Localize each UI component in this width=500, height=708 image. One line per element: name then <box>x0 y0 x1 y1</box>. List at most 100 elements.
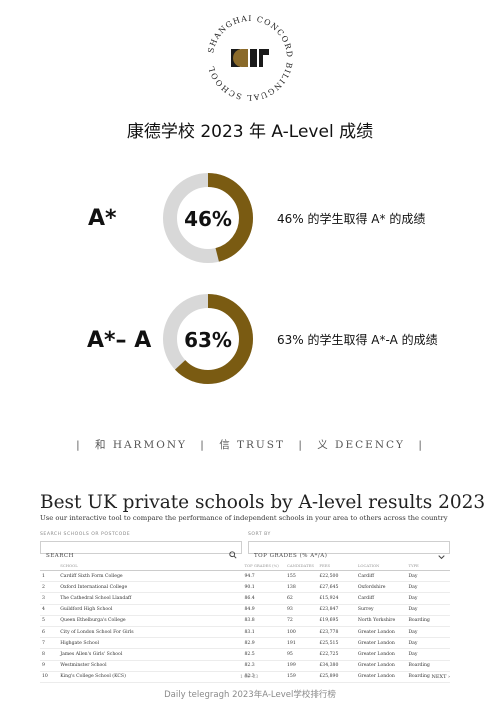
table-cell: 4 <box>40 604 60 616</box>
table-cell: £22,500 <box>318 570 357 583</box>
table-row[interactable]: 7 Highgate School 82.9 191 £25,515 Greater Lo… <box>40 637 450 650</box>
column-header[interactable]: TYPE <box>407 561 450 571</box>
column-header <box>40 561 60 571</box>
chevron-down-icon[interactable] <box>438 545 445 564</box>
stat-description-a-star-a: 63% 的学生取得 A*-A 的成绩 <box>277 333 438 347</box>
table-cell: 138 <box>285 581 319 594</box>
table-row[interactable]: 10 King's College School (KCS) 82.3 159 £25,… <box>40 671 450 683</box>
table-cell: Surrey <box>356 604 408 616</box>
sort-caption: SORT BY <box>248 532 271 537</box>
table-row[interactable]: 4 Guildford High School 84.9 93 £23,847 Surre… <box>40 604 450 616</box>
search-icon[interactable] <box>229 544 237 563</box>
column-header[interactable]: SCHOOL <box>59 561 244 571</box>
table-cell: £19,695 <box>318 615 357 627</box>
divider: | <box>76 439 82 451</box>
value-harmony: 和 HARMONY <box>94 439 187 451</box>
table-cell: 83.8 <box>243 615 286 627</box>
table-cell: 159 <box>285 671 319 683</box>
search-placeholder: SEARCH <box>46 553 74 559</box>
page-indicator: 1 OF 23 <box>240 675 259 680</box>
table-cell: 10 <box>40 671 60 683</box>
table-cell: 2 <box>40 581 60 594</box>
table-cell: £25,890 <box>318 671 357 683</box>
table-row[interactable]: 9 Westminster School 82.3 199 £34,380 Greater… <box>40 660 450 672</box>
next-page-button[interactable]: NEXT › <box>431 674 450 680</box>
table-cell: 9 <box>40 660 60 672</box>
table-cell: James Allen's Girls' School <box>59 648 244 661</box>
table-cell: 8 <box>40 648 60 661</box>
table-cell: 100 <box>285 626 319 639</box>
divider: | <box>200 439 206 451</box>
table-cell: The Cathedral School Llandaff <box>59 592 244 605</box>
table-cell: 95 <box>285 648 319 661</box>
table-cell: Boarding <box>407 615 450 627</box>
sort-value: TOP GRADES (% A*/A) <box>254 553 328 559</box>
table-cell: 83.1 <box>243 626 286 639</box>
table-cell: £27,645 <box>318 581 357 594</box>
sort-select[interactable]: TOP GRADES (% A*/A) <box>248 541 450 560</box>
column-header[interactable]: CANDIDATES <box>285 561 319 571</box>
value-trust: 信 TRUST <box>219 439 285 451</box>
search-caption: SEARCH SCHOOLS OR POSTCODE <box>40 532 131 537</box>
table-cell: 93 <box>285 604 319 616</box>
table-cell: Day <box>407 648 450 661</box>
table-cell: £15,924 <box>318 592 357 605</box>
table-cell: 94.7 <box>243 570 286 583</box>
image-caption: Daily telegragh 2023年A-Level学校排行榜 <box>164 690 336 700</box>
table-cell: 1 <box>40 570 60 583</box>
school-logo: SHANGHAI CONCORD BILINGUAL SCHOOL <box>190 8 310 108</box>
pagination: 1 OF 23 NEXT › <box>40 673 450 683</box>
table-cell: 86.4 <box>243 592 286 605</box>
table-row[interactable]: 5 Queen Ethelburga's College 83.8 72 £19,695… <box>40 615 450 627</box>
school-values-strip: | 和 HARMONY | 信 TRUST | 义 DECENCY | <box>0 437 500 452</box>
table-cell: City of London School For Girls <box>59 626 244 639</box>
table-row[interactable]: 1 Cardiff Sixth Form College 94.7 155 £22,50… <box>40 570 450 583</box>
column-header[interactable]: LOCATION <box>356 561 408 571</box>
table-cell: Highgate School <box>59 637 244 650</box>
table-cell: Oxfordshire <box>356 581 408 594</box>
donut-value: 46% <box>184 207 232 231</box>
table-row[interactable]: 6 City of London School For Girls 83.1 100 £… <box>40 626 450 639</box>
table-cell: 82.9 <box>243 637 286 650</box>
table-cell: Queen Ethelburga's College <box>59 615 244 627</box>
stat-description-a-star: 46% 的学生取得 A* 的成绩 <box>277 212 426 226</box>
table-cell: 3 <box>40 592 60 605</box>
ranking-title: Best UK private schools by A-level resul… <box>40 492 486 513</box>
table-cell: Cardiff Sixth Form College <box>59 570 244 583</box>
table-cell: £34,380 <box>318 660 357 672</box>
column-header[interactable]: TOP GRADES (%) <box>243 561 286 571</box>
table-row[interactable]: 8 James Allen's Girls' School 82.5 95 £22,72… <box>40 648 450 661</box>
table-cell: 155 <box>285 570 319 583</box>
page-title: 康德学校 2023 年 A-Level 成绩 <box>126 122 374 142</box>
stat-label-a-star: A* <box>88 206 117 231</box>
table-cell: 62 <box>285 592 319 605</box>
table-row[interactable]: 3 The Cathedral School Llandaff 86.4 62 £15,… <box>40 592 450 605</box>
divider: | <box>418 439 424 451</box>
table-cell: 82.3 <box>243 660 286 672</box>
ranking-table: SCHOOL TOP GRADES (%) CANDIDATES FEES LOCATI… <box>40 561 450 683</box>
search-input[interactable]: SEARCH <box>40 541 242 559</box>
table-cell: North Yorkshire <box>356 615 408 627</box>
table-cell: Day <box>407 626 450 639</box>
donut-fill <box>163 294 253 384</box>
column-header[interactable]: FEES <box>318 561 357 571</box>
table-header-row: SCHOOL TOP GRADES (%) CANDIDATES FEES LOCATI… <box>40 561 450 571</box>
logo-mark <box>231 49 269 67</box>
donut-value: 63% <box>184 328 232 352</box>
ranking-subtitle: Use our interactive tool to compare the … <box>40 514 448 522</box>
table-cell: Boarding <box>407 660 450 672</box>
table-cell: 191 <box>285 637 319 650</box>
table-cell: Greater London <box>356 660 408 672</box>
table-cell: King's College School (KCS) <box>59 671 244 683</box>
value-decency: 义 DECENCY <box>317 439 405 451</box>
table-cell: 82.3 <box>243 671 286 683</box>
table-cell: Greater London <box>356 671 408 683</box>
table-cell: Boarding <box>407 671 450 683</box>
table-cell: £25,515 <box>318 637 357 650</box>
table-cell: Greater London <box>356 648 408 661</box>
table-cell: 6 <box>40 626 60 639</box>
table-row[interactable]: 2 Oxford International College 90.1 138 £27,… <box>40 581 450 594</box>
divider: | <box>298 439 304 451</box>
table-cell: 5 <box>40 615 60 627</box>
table-cell: 72 <box>285 615 319 627</box>
